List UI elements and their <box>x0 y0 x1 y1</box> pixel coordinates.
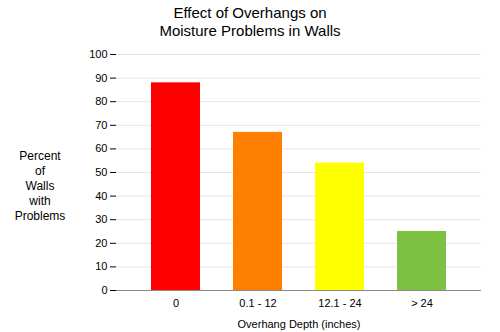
svg-text:70: 70 <box>95 119 107 131</box>
svg-text:10: 10 <box>95 260 107 272</box>
svg-text:100: 100 <box>89 48 107 60</box>
svg-text:> 24: > 24 <box>411 297 433 309</box>
svg-text:90: 90 <box>95 72 107 84</box>
html-text:Percent of Walls with Problems: Percent of Walls with Problems <box>14 148 66 223</box>
svg-text:40: 40 <box>95 190 107 202</box>
svg-text:12.1 - 24: 12.1 - 24 <box>318 297 361 309</box>
svg-text:50: 50 <box>95 166 107 178</box>
html-text:Effect of Overhangs on Moistur: Effect of Overhangs on Moisture Problems… <box>159 4 341 39</box>
svg-text:Overhang Depth (inches): Overhang Depth (inches) <box>238 318 361 330</box>
svg-text:0: 0 <box>101 284 107 296</box>
svg-text:80: 80 <box>95 95 107 107</box>
svg-text:60: 60 <box>95 142 107 154</box>
svg-text:20: 20 <box>95 237 107 249</box>
svg-text:30: 30 <box>95 213 107 225</box>
svg-text:0: 0 <box>173 297 179 309</box>
svg-text:0.1 - 12: 0.1 - 12 <box>239 297 276 309</box>
